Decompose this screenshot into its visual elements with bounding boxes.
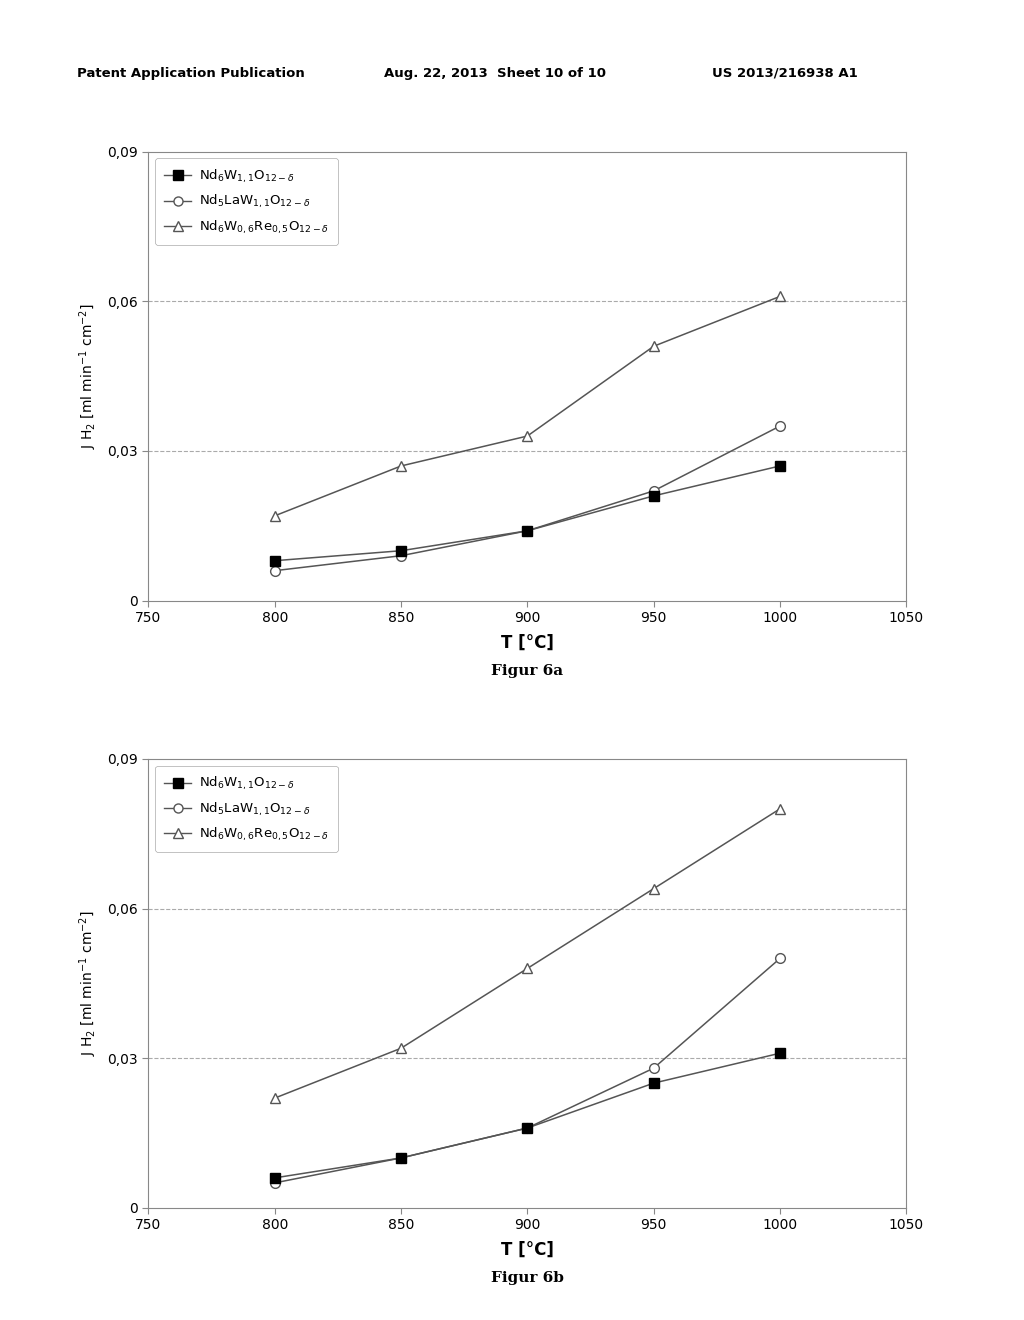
Text: US 2013/216938 A1: US 2013/216938 A1	[712, 66, 857, 79]
Text: Patent Application Publication: Patent Application Publication	[77, 66, 304, 79]
Y-axis label: J H$_2$ [ml min$^{-1}$ cm$^{-2}$]: J H$_2$ [ml min$^{-1}$ cm$^{-2}$]	[78, 911, 99, 1056]
Legend: Nd$_6$W$_{1,1}$O$_{12-\delta}$, Nd$_5$LaW$_{1,1}$O$_{12-\delta}$, Nd$_6$W$_{0,6}: Nd$_6$W$_{1,1}$O$_{12-\delta}$, Nd$_5$La…	[155, 766, 338, 853]
Text: Figur 6a: Figur 6a	[492, 664, 563, 678]
X-axis label: T [°C]: T [°C]	[501, 1241, 554, 1258]
X-axis label: T [°C]: T [°C]	[501, 634, 554, 651]
Y-axis label: J H$_2$ [ml min$^{-1}$ cm$^{-2}$]: J H$_2$ [ml min$^{-1}$ cm$^{-2}$]	[78, 304, 99, 449]
Text: Figur 6b: Figur 6b	[490, 1271, 564, 1286]
Legend: Nd$_6$W$_{1,1}$O$_{12-\delta}$, Nd$_5$LaW$_{1,1}$O$_{12-\delta}$, Nd$_6$W$_{0,6}: Nd$_6$W$_{1,1}$O$_{12-\delta}$, Nd$_5$La…	[155, 158, 338, 246]
Text: Aug. 22, 2013  Sheet 10 of 10: Aug. 22, 2013 Sheet 10 of 10	[384, 66, 606, 79]
